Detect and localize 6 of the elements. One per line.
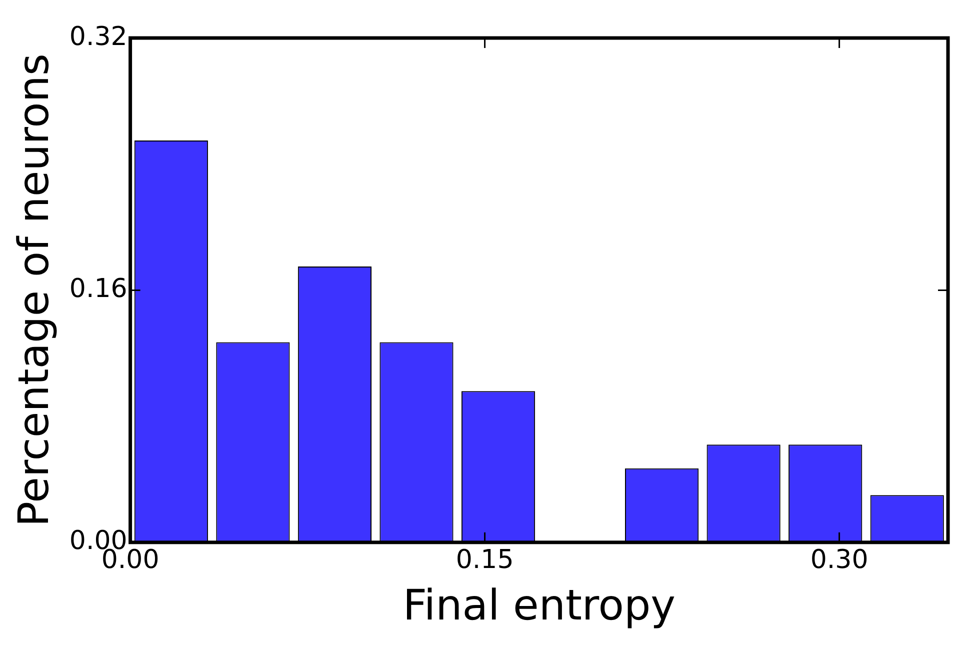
- x-axis-title: Final entropy: [402, 580, 676, 630]
- x-tick-label: 0.30: [810, 544, 868, 575]
- y-tick-label: 0.32: [69, 22, 128, 52]
- x-tick-label: 0.15: [456, 544, 514, 575]
- y-tick-label: 0.16: [69, 274, 128, 304]
- y-axis-title: Percentage of neurons: [9, 54, 58, 527]
